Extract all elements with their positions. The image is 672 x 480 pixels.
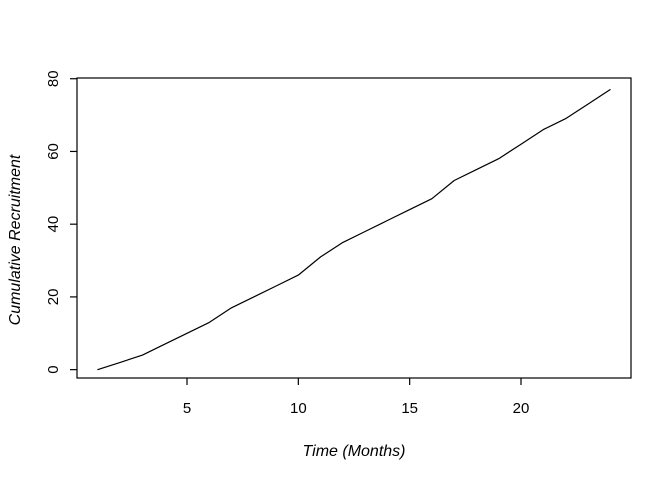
y-tick-label: 40 xyxy=(45,216,62,233)
plot-box xyxy=(76,77,632,379)
y-tick-label: 60 xyxy=(45,143,62,160)
x-axis-tick-labels: 5 10 15 20 xyxy=(183,400,530,417)
x-tick-label: 20 xyxy=(513,400,530,417)
y-axis-ticks xyxy=(70,78,77,371)
x-axis-ticks xyxy=(186,378,522,385)
series-line xyxy=(97,88,611,371)
y-axis-tick-labels: 0 20 40 60 80 xyxy=(45,70,62,373)
x-tick-label: 15 xyxy=(401,400,418,417)
x-tick-label: 10 xyxy=(290,400,307,417)
x-tick-label: 5 xyxy=(183,400,191,417)
x-axis-title: Time (Months) xyxy=(303,443,406,460)
y-tick-label: 80 xyxy=(45,70,62,87)
y-axis-title: Cumulative Recruitment xyxy=(7,154,24,325)
y-tick-label: 20 xyxy=(45,289,62,306)
y-tick-label: 0 xyxy=(45,365,62,373)
